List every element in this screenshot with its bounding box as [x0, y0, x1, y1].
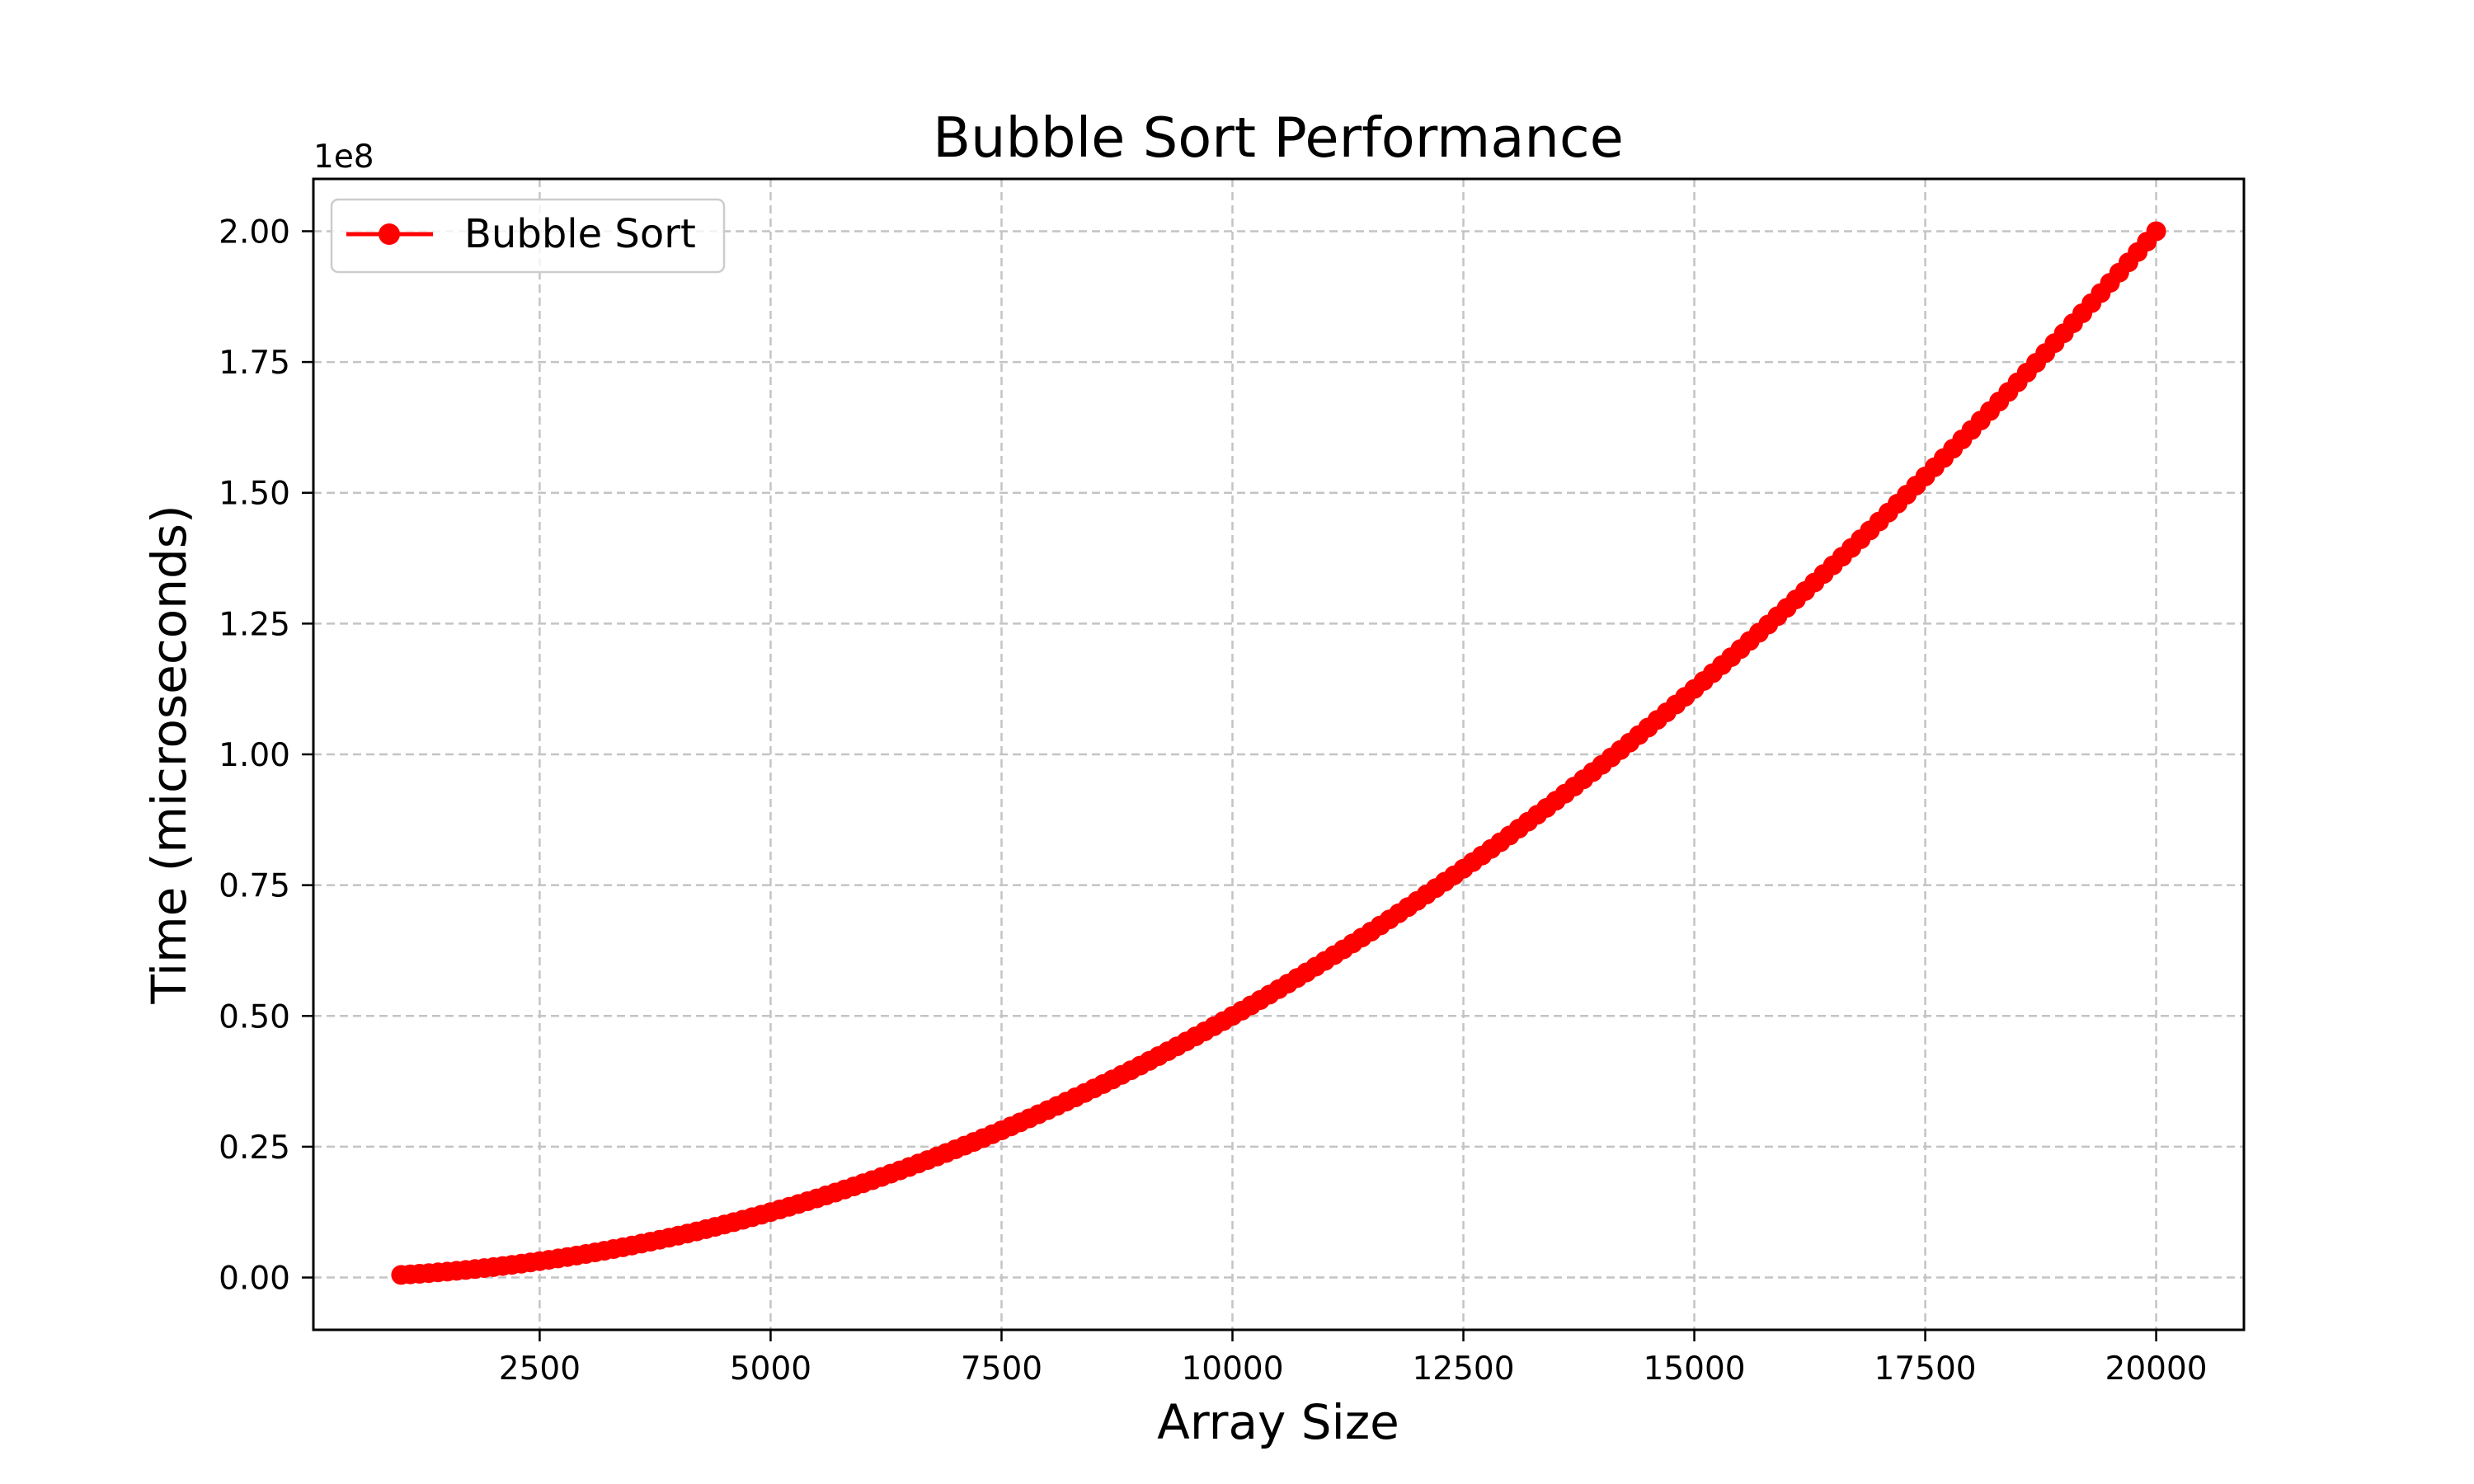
x-tick-label-6: 17500 — [1874, 1350, 1977, 1388]
x-tick-label-7: 20000 — [2105, 1350, 2208, 1388]
legend-marker — [379, 223, 400, 245]
x-tick-label-1: 5000 — [730, 1350, 811, 1388]
x-axis-label: Array Size — [1157, 1394, 1399, 1450]
y-tick-label-4: 1.00 — [219, 737, 290, 774]
x-tick-label-4: 12500 — [1412, 1350, 1514, 1388]
y-tick-label-3: 0.75 — [219, 868, 290, 905]
x-tick-label-0: 2500 — [499, 1350, 581, 1388]
y-tick-label-1: 0.25 — [219, 1129, 290, 1167]
y-tick-label-0: 0.00 — [219, 1261, 290, 1298]
y-tick-label-8: 2.00 — [219, 214, 290, 251]
series-line-0 — [401, 229, 2158, 1277]
legend: Bubble Sort — [330, 198, 726, 274]
series-layer — [391, 221, 2166, 1285]
y-tick-label-2: 0.50 — [219, 998, 290, 1036]
x-tick-label-3: 10000 — [1181, 1350, 1283, 1388]
legend-box — [330, 198, 726, 274]
y-offset-label: 1e8 — [313, 139, 374, 176]
tick-layer: 2500 5000 7500 10000 12500 15000 17500 20000 0.0… — [219, 214, 2207, 1388]
grid-layer — [313, 179, 2244, 1330]
y-tick-label-7: 1.75 — [219, 345, 290, 382]
y-tick-label-5: 1.25 — [219, 606, 290, 643]
y-axis-label: Time (microseconds) — [141, 505, 197, 1004]
data-point — [2146, 221, 2166, 242]
chart-title: Bubble Sort Performance — [933, 106, 1624, 170]
x-tick-label-2: 7500 — [961, 1350, 1042, 1388]
x-tick-label-5: 15000 — [1644, 1350, 1746, 1388]
y-tick-label-6: 1.50 — [219, 476, 290, 513]
legend-label: Bubble Sort — [464, 211, 696, 257]
